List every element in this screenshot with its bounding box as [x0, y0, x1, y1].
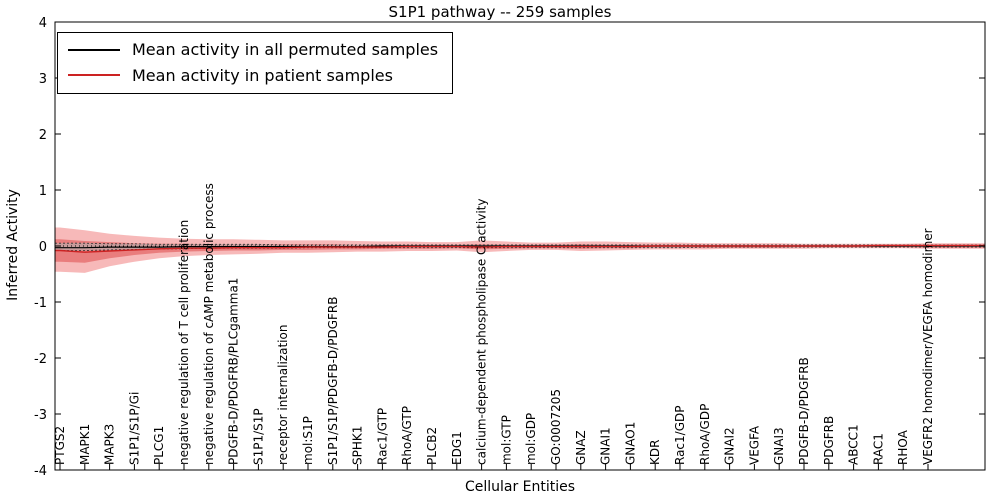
y-tick-label: -4: [34, 464, 47, 479]
x-tick-label: MAPK1: [78, 424, 92, 465]
legend-swatch-patient-line: [68, 74, 120, 77]
y-tick-label: -2: [34, 352, 47, 367]
patient-mean-line: [55, 244, 985, 253]
x-tick-label: Rac1/GTP: [375, 408, 389, 465]
x-tick-label: RHOA: [896, 429, 910, 465]
plot-series-group: [55, 227, 985, 273]
x-tick-label: calcium-dependent phospholipase C activi…: [475, 199, 489, 465]
legend-entry-permuted: Mean activity in all permuted samples: [68, 41, 438, 59]
x-tick-label: PLCG1: [152, 426, 166, 465]
chart-title: S1P1 pathway -- 259 samples: [388, 3, 612, 21]
x-tick-label: PLCB2: [425, 427, 439, 465]
x-tick-label: GNAO1: [623, 422, 637, 465]
x-tick-label: PTGS2: [53, 426, 67, 465]
x-tick-label: EDG1: [450, 431, 464, 465]
x-tick-label: S1P1/S1P/Gi: [127, 392, 141, 465]
x-tick-label: MAPK3: [103, 424, 117, 465]
x-tick-label: RhoA/GTP: [400, 406, 414, 465]
legend: Mean activity in all permuted samples Me…: [57, 32, 454, 95]
y-tick-label: 2: [39, 128, 47, 143]
x-tick-label: GNAI1: [599, 427, 613, 465]
x-tick-label: RAC1: [871, 433, 885, 465]
x-tick-label: VEGFA: [747, 425, 761, 465]
x-tick-label: Rac1/GDP: [673, 406, 687, 465]
x-tick-label: mol:GTP: [499, 415, 513, 465]
x-tick-label: receptor internalization: [276, 325, 290, 465]
patient-ci-outer-band: [55, 227, 985, 273]
permuted-ci-upper-edge: [55, 242, 985, 246]
y-tick-label: 3: [39, 72, 47, 87]
y-tick-label: -3: [34, 408, 47, 423]
x-tick-label: GNAI3: [772, 427, 786, 465]
x-tick-label: RhoA/GDP: [698, 404, 712, 465]
x-tick-label: SPHK1: [351, 426, 365, 465]
x-tick-label: negative regulation of T cell proliferat…: [177, 220, 191, 465]
x-tick-label: VEGFR2 homodimer/VEGFA homodimer: [921, 228, 935, 465]
x-tick-label: KDR: [648, 440, 662, 465]
x-axis-label: Cellular Entities: [464, 479, 576, 495]
legend-label-permuted: Mean activity in all permuted samples: [132, 40, 439, 59]
x-tick-label: S1P1/S1P: [251, 408, 265, 465]
x-tick-label: PDGFRB: [822, 416, 836, 465]
y-tick-label: 0: [39, 240, 47, 255]
y-tick-label: -1: [34, 296, 47, 311]
x-tick-label: GNAI2: [723, 427, 737, 465]
x-tick-label: S1P1/S1P/PDGFB-D/PDGFRB: [326, 297, 340, 465]
x-tick-label: GO:0007205: [549, 389, 563, 465]
x-tick-label: GNAZ: [574, 430, 588, 465]
x-tick-label: mol:S1P: [301, 416, 315, 465]
legend-label-patient: Mean activity in patient samples: [132, 65, 393, 85]
y-tick-label: 1: [39, 184, 47, 199]
x-tick-label: ABCC1: [847, 424, 861, 465]
x-tick-label: mol:GDP: [524, 413, 538, 465]
x-tick-label: negative regulation of cAMP metabolic pr…: [202, 183, 216, 465]
x-tick-label: PDGFB-D/PDGFRB: [797, 357, 811, 465]
legend-entry-patient: Mean activity in patient samples: [68, 65, 438, 85]
x-tick-label: PDGFB-D/PDGFRB/PLCgamma1: [227, 278, 241, 465]
y-axis-label: Inferred Activity: [5, 189, 21, 301]
legend-swatch-permuted-line: [68, 48, 120, 51]
y-tick-label: 4: [39, 16, 47, 31]
